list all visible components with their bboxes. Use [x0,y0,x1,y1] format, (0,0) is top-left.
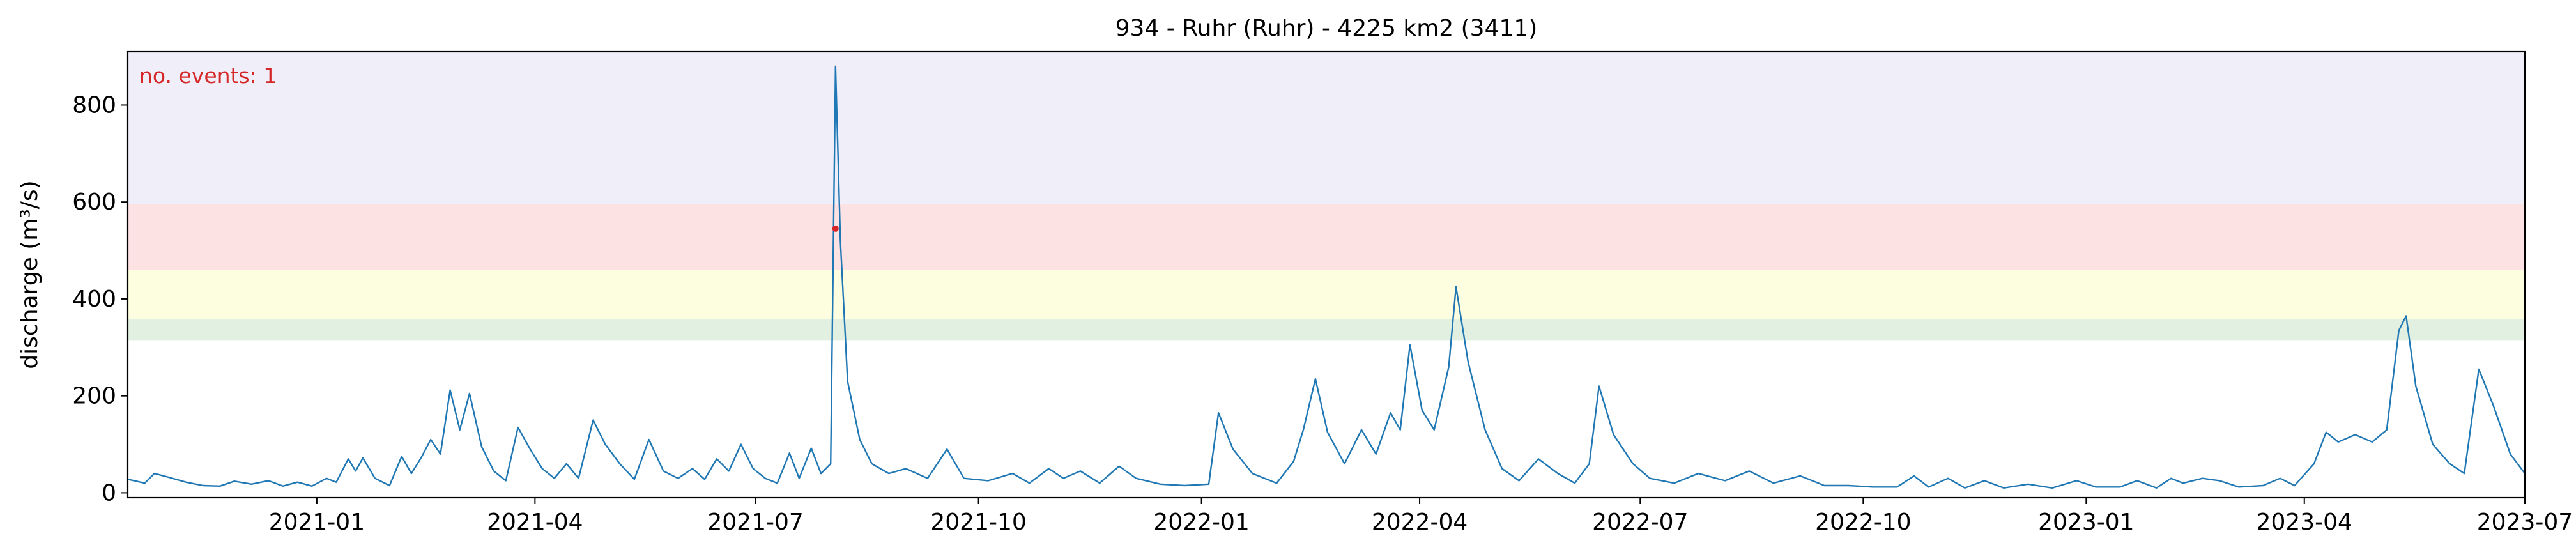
events-annotation: no. events: 1 [139,63,277,88]
x-tick-label: 2022-07 [1592,509,1688,535]
y-axis-ticks: 0 200 400 600 800 [72,92,128,506]
chart-title: 934 - Ruhr (Ruhr) - 4225 km2 (3411) [1116,15,1538,42]
threshold-band-3 [128,204,2525,270]
x-tick-label: 2023-04 [2257,509,2352,535]
y-tick-label: 0 [102,480,116,506]
x-tick-label: 2022-04 [1372,509,1468,535]
x-tick-label: 2021-01 [269,509,365,535]
x-tick-label: 2023-07 [2477,509,2573,535]
x-axis-ticks: 2021-01 2021-04 2021-07 2021-10 2022-01 2022-… [269,498,2573,535]
event-marker [832,225,839,232]
plot-frame [126,50,2526,499]
threshold-band-4 [128,52,2525,204]
threshold-bands [128,52,2525,341]
y-tick-label: 200 [72,383,116,410]
x-tick-label: 2021-04 [487,509,583,535]
y-axis-label: discharge (m³/s) [17,180,43,369]
x-tick-label: 2023-01 [2038,509,2134,535]
y-tick-label: 400 [72,286,116,312]
y-tick-label: 600 [72,189,116,215]
y-tick-label: 800 [72,92,116,118]
threshold-band-1 [128,319,2525,341]
x-tick-label: 2022-10 [1815,509,1911,535]
discharge-series-line [127,65,2526,489]
x-tick-label: 2021-07 [707,509,803,535]
threshold-band-2 [128,270,2525,319]
x-tick-label: 2021-10 [930,509,1026,535]
x-tick-label: 2022-01 [1153,509,1249,535]
